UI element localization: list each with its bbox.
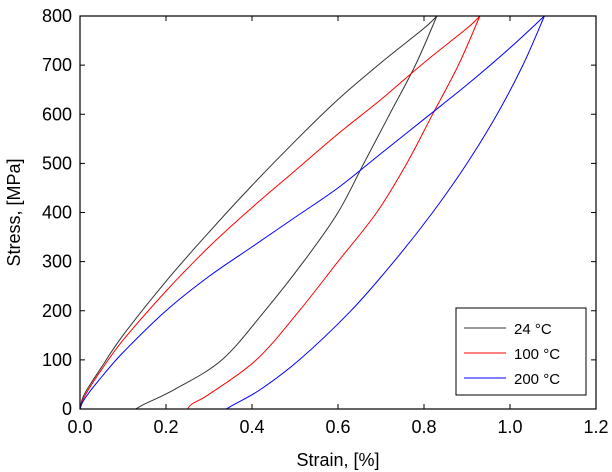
legend-label: 100 °C	[514, 346, 560, 363]
y-tick-label: 300	[42, 252, 72, 272]
y-tick-label: 0	[62, 399, 72, 419]
y-tick-label: 100	[42, 350, 72, 370]
y-axis-title: Stress, [MPa]	[4, 158, 24, 266]
legend: 24 °C 100 °C 200 °C	[455, 307, 587, 396]
y-tick-label: 500	[42, 153, 72, 173]
x-tick-label: 0.6	[325, 417, 350, 437]
x-tick-label: 0.8	[411, 417, 436, 437]
x-axis-ticks: 0.0 0.2 0.4 0.6 0.8 1.0 1.2	[67, 16, 609, 437]
legend-label: 24 °C	[514, 321, 552, 338]
y-tick-label: 200	[42, 301, 72, 321]
y-axis-ticks: 0 100 200 300 400 500 600 700 800	[42, 6, 596, 419]
y-tick-label: 600	[42, 104, 72, 124]
series-24c-unloading-line	[135, 15, 438, 410]
y-tick-label: 700	[42, 55, 72, 75]
x-tick-label: 0.0	[67, 417, 92, 437]
series-100c-unloading-line	[187, 15, 481, 410]
series-24c-loading-line	[79, 15, 438, 410]
plot-lines	[79, 15, 545, 410]
series-200c-unloading-line	[225, 15, 545, 410]
series-100c-loading-line	[79, 15, 481, 410]
x-tick-label: 1.0	[497, 417, 522, 437]
x-axis-title: Strain, [%]	[296, 450, 379, 470]
series-200c-loading-line	[79, 15, 545, 410]
x-tick-label: 0.4	[239, 417, 264, 437]
legend-box	[455, 307, 587, 396]
y-tick-label: 400	[42, 203, 72, 223]
x-tick-label: 0.2	[153, 417, 178, 437]
y-tick-label: 800	[42, 6, 72, 26]
x-tick-label: 1.2	[583, 417, 608, 437]
legend-label: 200 °C	[514, 371, 560, 388]
